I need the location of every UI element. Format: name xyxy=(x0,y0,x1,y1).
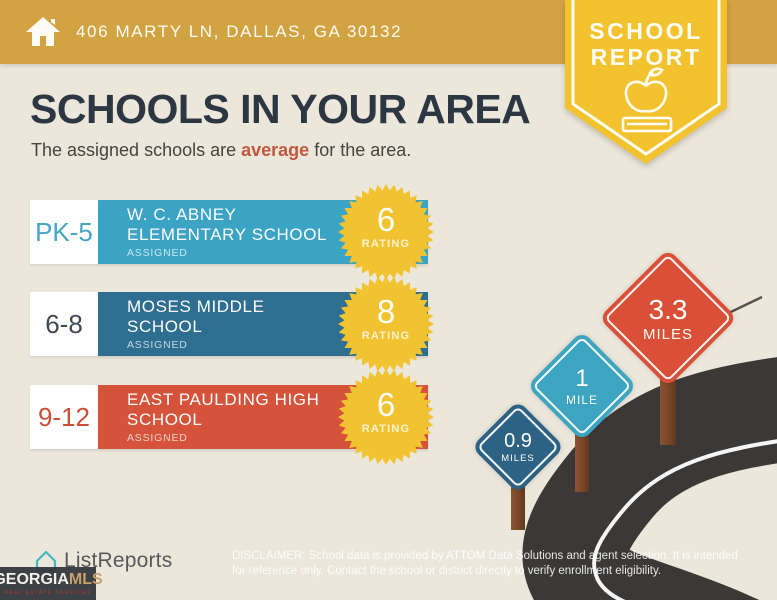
apple-on-books-icon xyxy=(621,67,673,133)
rating-value: 8 xyxy=(376,293,396,330)
school-report-badge: SCHOOL REPORT xyxy=(565,0,727,172)
distance-sign-farthest: 3.3 MILES xyxy=(598,248,738,388)
road-path xyxy=(522,357,777,600)
rating-value: 6 xyxy=(376,386,396,423)
assigned-label: ASSIGNED xyxy=(127,432,188,444)
subtitle-suffix: for the area. xyxy=(309,140,412,160)
starburst-icon xyxy=(338,276,434,372)
school-name-line1: EAST PAULDING HIGH xyxy=(127,390,320,409)
georgiamls-logo: GEORGIAMLS REAL ESTATE SERVICES xyxy=(0,567,103,600)
grade-range: 9-12 xyxy=(30,385,98,449)
rating-badge: 6 RATING xyxy=(338,184,434,280)
school-name-line2: SCHOOL xyxy=(127,410,203,429)
page-subtitle: The assigned schools are average for the… xyxy=(31,140,411,161)
rating-label: RATING xyxy=(361,423,411,435)
disclaimer-text: DISCLAIMER: School data is provided by A… xyxy=(232,549,748,579)
distance-sign-nearest: 0.9 MILES xyxy=(471,400,565,494)
grade-range: 6-8 xyxy=(30,292,98,356)
subtitle-highlight: average xyxy=(241,140,310,160)
school-name-line1: MOSES MIDDLE xyxy=(127,297,265,316)
distance-unit: MILES xyxy=(501,453,535,464)
badge-title-line2: REPORT xyxy=(590,44,702,70)
georgiamls-part2: MLS xyxy=(68,570,103,588)
page-title: SCHOOLS IN YOUR AREA xyxy=(30,86,531,132)
disclaimer-line2: for reference only. Contact the school o… xyxy=(232,565,662,577)
badge-pennant-shape xyxy=(565,0,727,164)
subtitle-prefix: The assigned schools are xyxy=(31,140,242,160)
school-name-line2: ELEMENTARY SCHOOL xyxy=(127,225,328,244)
property-address: 406 MARTY LN, DALLAS, GA 30132 xyxy=(76,22,403,41)
distance-unit: MILE xyxy=(565,393,598,407)
distance-unit: MILES xyxy=(642,325,693,343)
georgiamls-part1: GEORGIA xyxy=(0,570,69,588)
school-name-line2: SCHOOL xyxy=(127,317,203,336)
distance-sign-label: 1 MILE xyxy=(543,347,621,425)
rating-value: 6 xyxy=(376,201,396,238)
assigned-label: ASSIGNED xyxy=(127,339,188,351)
road-lane-line xyxy=(592,439,777,600)
rating-badge: 8 RATING xyxy=(338,276,434,372)
badge-title-line1: SCHOOL xyxy=(589,18,703,44)
rating-badge: 6 RATING xyxy=(338,369,434,465)
distance-sign-label: 0.9 MILES xyxy=(485,414,551,480)
distance-sign-label: 3.3 MILES xyxy=(619,269,717,367)
school-row-elementary: PK-5 W. C. ABNEY ELEMENTARY SCHOOL ASSIG… xyxy=(30,184,434,280)
georgiamls-wordmark: GEORGIAMLS xyxy=(0,570,103,588)
disclaimer-line1: DISCLAIMER: School data is provided by A… xyxy=(232,550,738,562)
distance-value: 3.3 xyxy=(648,293,688,325)
distance-value: 0.9 xyxy=(504,430,532,452)
starburst-icon xyxy=(338,369,434,465)
starburst-icon xyxy=(338,184,434,280)
assigned-label: ASSIGNED xyxy=(127,247,188,259)
distance-sign-middle: 1 MILE xyxy=(526,330,638,442)
school-name-line1: W. C. ABNEY xyxy=(127,205,237,224)
grade-range: PK-5 xyxy=(30,200,98,264)
school-row-middle: 6-8 MOSES MIDDLE SCHOOL ASSIGNED 8 RATIN… xyxy=(30,276,434,372)
school-row-high: 9-12 EAST PAULDING HIGH SCHOOL ASSIGNED … xyxy=(30,369,434,465)
distance-value: 1 xyxy=(575,365,589,392)
rating-label: RATING xyxy=(361,238,411,250)
rating-label: RATING xyxy=(361,330,411,342)
home-icon xyxy=(26,17,60,46)
georgiamls-tagline: REAL ESTATE SERVICES xyxy=(4,589,92,596)
listreports-wordmark: ListReports xyxy=(64,549,173,572)
